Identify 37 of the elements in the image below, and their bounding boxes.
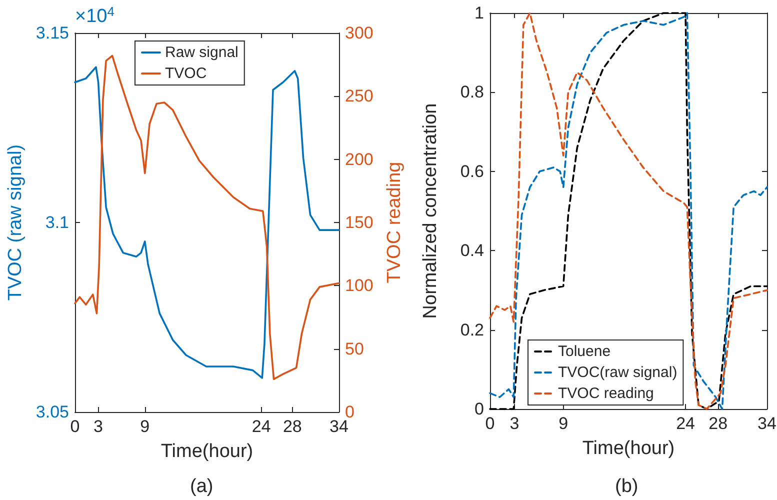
x-axis-title: Time(hour) — [582, 438, 675, 459]
text: (a) — [190, 476, 214, 497]
y-axis-title: Normalized concentration — [420, 103, 441, 319]
legend-label: Toluene — [558, 343, 611, 360]
x-tick-label: 9 — [558, 414, 568, 433]
y2-tick-label: 50 — [345, 339, 364, 358]
legend-label: TVOC reading — [558, 385, 654, 402]
y-tick-label: 1 — [474, 4, 484, 22]
x-tick-label: 28 — [282, 417, 302, 436]
y-tick-label: 0.2 — [460, 320, 484, 340]
legend-label: Raw signal — [165, 44, 238, 61]
line-series — [489, 12, 768, 410]
y2-tick-label: 200 — [345, 150, 374, 169]
x-tick-label: 3 — [94, 417, 104, 436]
legend-label: TVOC(raw signal) — [558, 364, 678, 381]
y2-tick-label: 100 — [345, 276, 374, 296]
x-tick-label: 24 — [252, 417, 271, 436]
y-tick-label: 0 — [474, 400, 484, 418]
x-axis-title: Time(hour) — [160, 441, 254, 462]
y2-axis-title: TVOC reading — [384, 162, 405, 284]
x-tick-label: 9 — [140, 417, 150, 436]
y-tick-label: 3.05 — [36, 402, 69, 422]
y2-tick-label: 250 — [345, 86, 374, 106]
y-tick-label: 0.8 — [460, 82, 484, 102]
x-tick-label: 24 — [676, 414, 695, 433]
y-tick-label: 0.4 — [460, 241, 484, 260]
y-tick-label: 3.15 — [36, 24, 69, 42]
text: (b) — [615, 476, 638, 497]
y2-tick-label: 150 — [345, 213, 374, 232]
legend-label: TVOC — [165, 65, 207, 82]
y2-tick-label: 300 — [345, 24, 374, 42]
x-tick-label: 28 — [708, 414, 728, 433]
y-axis-title: TVOC (raw signal) — [5, 144, 26, 301]
x-tick-label: 3 — [510, 414, 520, 433]
y-tick-label: 0.6 — [460, 162, 484, 181]
x-tick-label: 34 — [758, 414, 776, 433]
y-tick-label: 3.1 — [45, 213, 69, 232]
